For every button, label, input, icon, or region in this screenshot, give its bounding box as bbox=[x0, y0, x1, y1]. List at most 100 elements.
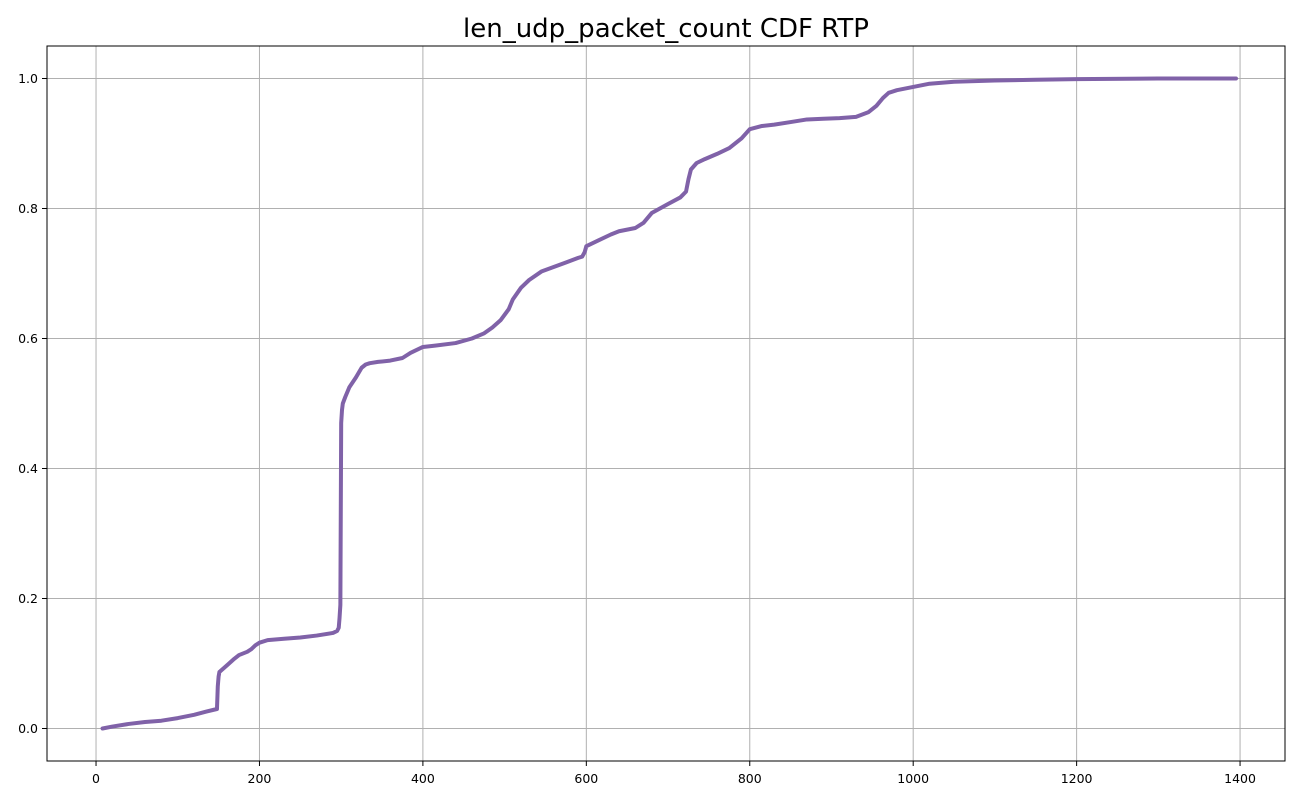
cdf-point bbox=[433, 344, 437, 348]
cdf-point bbox=[257, 641, 262, 645]
cdf-point bbox=[789, 120, 793, 124]
cdf-point bbox=[215, 707, 219, 711]
x-tick-label: 1000 bbox=[897, 771, 929, 786]
y-tick-label: 0.0 bbox=[18, 721, 38, 736]
cdf-point bbox=[1075, 77, 1079, 81]
cdf-point bbox=[364, 362, 368, 367]
y-tick-label: 0.2 bbox=[18, 591, 38, 606]
cdf-point bbox=[1034, 78, 1038, 82]
cdf-point bbox=[507, 307, 511, 311]
cdf-point bbox=[159, 719, 163, 723]
cdf-point bbox=[527, 278, 531, 282]
cdf-point bbox=[686, 177, 691, 181]
cdf-point bbox=[339, 421, 343, 425]
x-tick-label: 1200 bbox=[1061, 771, 1093, 786]
x-tick-label: 1400 bbox=[1224, 771, 1256, 786]
cdf-point bbox=[838, 116, 842, 120]
cdf-series-line bbox=[100, 76, 1238, 731]
cdf-point bbox=[609, 232, 613, 237]
cdf-point bbox=[266, 638, 270, 642]
cdf-points bbox=[100, 76, 1238, 731]
cdf-point bbox=[245, 650, 249, 654]
cdf-point bbox=[583, 250, 587, 254]
cdf-point bbox=[204, 710, 208, 714]
cdf-point bbox=[249, 647, 253, 651]
cdf-point bbox=[470, 336, 474, 341]
cdf-point bbox=[176, 716, 180, 720]
cdf-point bbox=[127, 722, 131, 726]
y-tick-label: 0.8 bbox=[18, 201, 38, 216]
cdf-point bbox=[772, 123, 776, 127]
cdf-point bbox=[1156, 76, 1160, 81]
cdf-point bbox=[217, 674, 221, 679]
cdf-point bbox=[482, 331, 486, 335]
cdf-point bbox=[715, 152, 719, 156]
cdf-point bbox=[874, 104, 879, 108]
cdf-point bbox=[703, 157, 707, 161]
chart-title: len_udp_packet_count CDF RTP bbox=[463, 14, 869, 44]
cdf-point bbox=[993, 78, 997, 83]
x-tick-label: 400 bbox=[411, 771, 435, 786]
cdf-point bbox=[400, 356, 405, 360]
cdf-point bbox=[641, 221, 646, 225]
cdf-point bbox=[331, 631, 335, 635]
series-layer bbox=[100, 76, 1238, 731]
cdf-point bbox=[237, 653, 241, 657]
cdf-point bbox=[421, 345, 425, 349]
y-tick-label: 0.6 bbox=[18, 331, 38, 346]
cdf-point bbox=[866, 110, 870, 114]
cdf-point bbox=[337, 626, 341, 630]
cdf-point bbox=[658, 206, 662, 211]
cdf-point bbox=[895, 88, 899, 92]
x-tick-label: 800 bbox=[738, 771, 762, 786]
cdf-point bbox=[388, 359, 392, 363]
cdf-point bbox=[368, 361, 372, 365]
cdf-point bbox=[821, 117, 825, 121]
y-tick-label: 1.0 bbox=[18, 71, 38, 86]
cdf-point bbox=[584, 244, 588, 248]
cdf-point bbox=[1234, 76, 1238, 81]
cdf-point bbox=[881, 96, 885, 100]
y-tick-label: 0.4 bbox=[18, 461, 38, 476]
cdf-point bbox=[576, 256, 580, 260]
cdf-point bbox=[952, 80, 956, 84]
cdf-point bbox=[519, 286, 523, 290]
cdf-point bbox=[666, 202, 670, 206]
cdf-point bbox=[100, 726, 105, 731]
cdf-point bbox=[338, 603, 342, 607]
plot-frame bbox=[46, 45, 1286, 762]
cdf-point bbox=[218, 669, 222, 673]
cdf-point bbox=[347, 385, 351, 389]
cdf-point bbox=[340, 408, 344, 412]
cdf-point bbox=[409, 351, 413, 355]
cdf-point bbox=[854, 115, 858, 119]
cdf-point bbox=[596, 238, 601, 242]
cdf-point bbox=[143, 720, 147, 724]
cdf-point bbox=[216, 684, 220, 688]
grid-layer bbox=[47, 46, 1285, 761]
x-tick-label: 200 bbox=[248, 771, 272, 786]
cdf-point bbox=[335, 629, 339, 633]
cdf-point bbox=[539, 269, 543, 274]
cdf-point bbox=[192, 713, 196, 717]
cdf-point bbox=[805, 117, 809, 122]
cdf-point bbox=[650, 211, 654, 215]
cdf-point bbox=[511, 297, 515, 302]
cdf-point bbox=[760, 124, 764, 128]
cdf-point bbox=[695, 161, 699, 165]
cdf-point bbox=[689, 167, 693, 172]
cdf-point bbox=[253, 643, 257, 647]
cdf-point bbox=[580, 255, 584, 259]
cdf-point bbox=[633, 226, 637, 230]
cdf-point bbox=[110, 724, 114, 729]
x-tick-label: 0 bbox=[92, 771, 100, 786]
cdf-point bbox=[453, 341, 458, 345]
cdf-point bbox=[564, 260, 568, 265]
cdf-point bbox=[678, 195, 682, 200]
cdf-point bbox=[298, 635, 302, 640]
cdf-point bbox=[343, 395, 347, 399]
cdf-point bbox=[748, 127, 752, 131]
cdf-point bbox=[927, 82, 932, 86]
cdf-point bbox=[498, 318, 503, 322]
